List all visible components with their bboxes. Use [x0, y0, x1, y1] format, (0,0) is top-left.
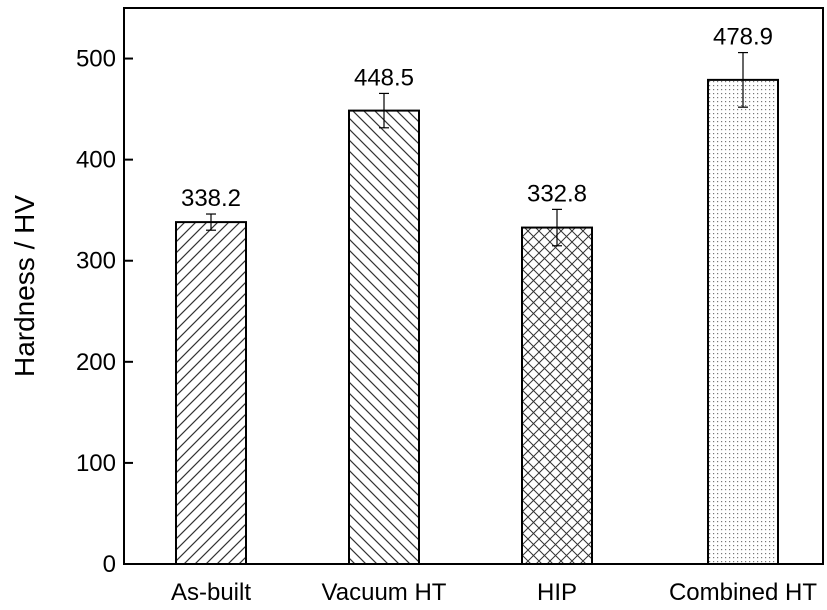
y-tick-label: 0 [103, 551, 116, 578]
x-axis: As-built Vacuum HT HIP Combined HT [171, 579, 817, 606]
y-axis: 0 100 200 300 400 500 [76, 46, 133, 578]
value-label: 478.9 [713, 24, 773, 51]
y-tick-label: 400 [76, 147, 116, 174]
value-label: 338.2 [181, 185, 241, 212]
x-category-label: As-built [171, 579, 251, 606]
x-category-label: Vacuum HT [322, 579, 447, 606]
value-label: 448.5 [354, 64, 414, 91]
value-labels: 338.2 448.5 332.8 478.9 [181, 24, 773, 212]
y-tick-label: 100 [76, 450, 116, 477]
bar-combined-ht [707, 78, 779, 565]
x-category-label: Combined HT [669, 579, 817, 606]
plot-frame [123, 7, 824, 565]
error-bars [206, 51, 748, 247]
bar-as-built [175, 221, 247, 566]
y-tick-label: 200 [76, 349, 116, 376]
x-category-label: HIP [537, 579, 577, 606]
y-axis-title: Hardness / HV [9, 195, 40, 377]
bar-vacuum-ht [348, 109, 420, 565]
bar-hip [521, 226, 593, 565]
value-label: 332.8 [527, 180, 587, 207]
y-tick-label: 500 [76, 46, 116, 73]
y-tick-label: 300 [76, 248, 116, 275]
bars [175, 78, 779, 566]
